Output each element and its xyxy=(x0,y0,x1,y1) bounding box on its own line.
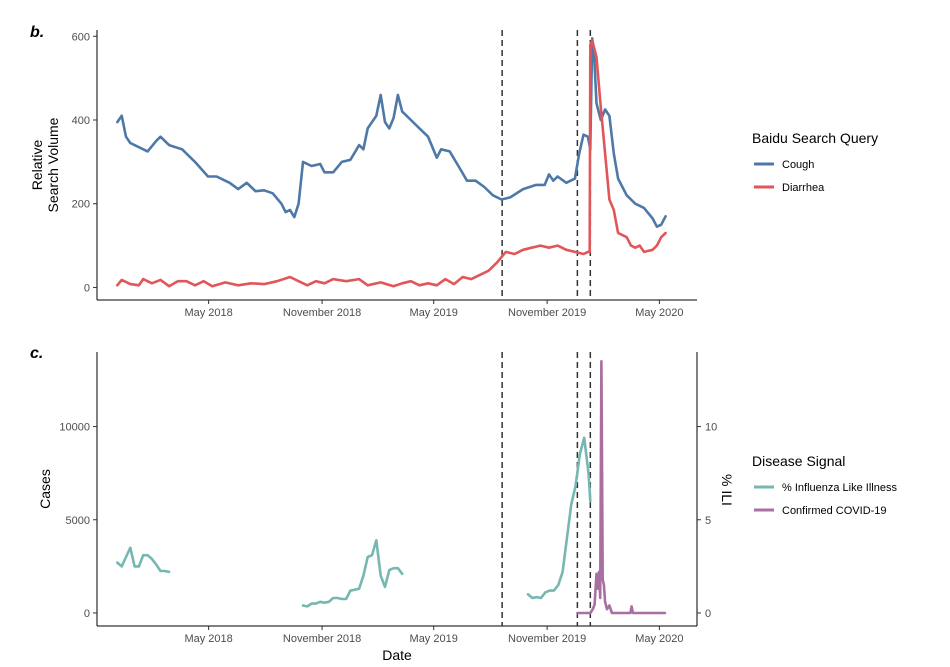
panel-tag: c. xyxy=(30,345,43,362)
y-tick-label: 600 xyxy=(72,31,90,43)
panel-b-search-volume-chart: b. 0 200 400 600 May 2018 November 2018 May 201… xyxy=(29,24,878,319)
x-tick-label: May 2020 xyxy=(635,307,683,319)
y2-tick-label: 0 xyxy=(705,608,711,620)
y-tick-label: 0 xyxy=(84,282,90,294)
legend-title: Baidu Search Query xyxy=(752,130,878,146)
x-tick-label: May 2019 xyxy=(410,307,458,319)
panel-tag: b. xyxy=(30,24,44,41)
legend-title: Disease Signal xyxy=(752,453,845,469)
y2-tick-label: 10 xyxy=(705,422,717,434)
y-tick-label: 200 xyxy=(72,199,90,211)
y2-axis-title: % ILI xyxy=(719,474,735,506)
y-axis-title: Relative xyxy=(29,140,45,191)
y-tick-label: 5000 xyxy=(66,515,90,527)
y-axis-title: Cases xyxy=(37,469,53,509)
legend-label: Diarrhea xyxy=(782,182,825,194)
series-line-influenza-like-illness xyxy=(116,546,171,574)
x-tick-label: May 2019 xyxy=(410,633,458,645)
y-tick-label: 0 xyxy=(84,608,90,620)
panel-c-disease-signal-chart: c. 0 5000 10000 0 5 10 May 2018 November 2018 May… xyxy=(30,345,897,663)
x-tick-label: November 2018 xyxy=(283,633,361,645)
legend-label: Cough xyxy=(782,159,814,171)
series-line-diarrhea xyxy=(116,39,667,288)
x-tick-label: May 2018 xyxy=(184,307,232,319)
series-line-cough xyxy=(116,37,667,228)
legend-label: Confirmed COVID-19 xyxy=(782,505,887,517)
y-axis-title: Search Volume xyxy=(45,117,61,212)
y2-tick-label: 5 xyxy=(705,515,711,527)
x-tick-label: November 2019 xyxy=(508,307,586,319)
y-tick-label: 400 xyxy=(72,115,90,127)
series-line-confirmed-covid-19 xyxy=(576,360,667,615)
x-tick-label: November 2018 xyxy=(283,307,361,319)
series-line-influenza-like-illness xyxy=(301,539,404,608)
x-axis-title: Date xyxy=(382,647,412,663)
x-tick-label: May 2018 xyxy=(184,633,232,645)
series-line-influenza-like-illness xyxy=(526,436,592,600)
x-tick-label: May 2020 xyxy=(635,633,683,645)
legend-label: % Influenza Like Illness xyxy=(782,482,897,494)
y-tick-label: 10000 xyxy=(59,422,90,434)
x-tick-label: November 2019 xyxy=(508,633,586,645)
